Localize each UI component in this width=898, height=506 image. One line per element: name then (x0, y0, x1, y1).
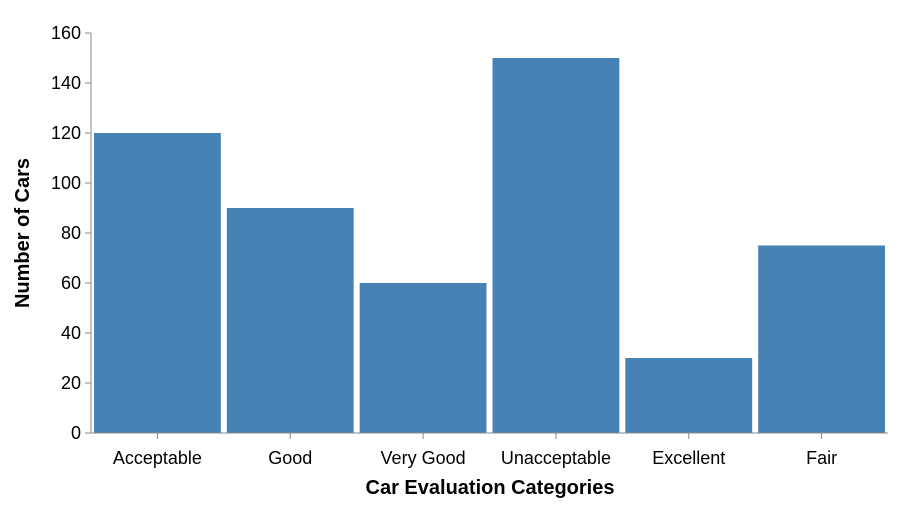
y-tick-label: 80 (61, 223, 81, 243)
y-axis: 0 20 40 60 80 100 120 140 160 (51, 23, 92, 443)
y-tick-label: 40 (61, 323, 81, 343)
y-tick-label: 120 (51, 123, 81, 143)
y-tick-label: 20 (61, 373, 81, 393)
bar-very-good (359, 283, 487, 433)
x-tick-label: Excellent (652, 448, 725, 468)
y-tick-label: 0 (71, 423, 81, 443)
bar-acceptable (94, 133, 221, 433)
bar-fair (758, 245, 885, 433)
y-tick-label: 60 (61, 273, 81, 293)
x-tick-label: Very Good (381, 448, 466, 468)
bar-unacceptable (492, 58, 620, 433)
x-tick-label: Fair (806, 448, 837, 468)
y-tick-label: 160 (51, 23, 81, 43)
x-axis: Acceptable Good Very Good Unacceptable Excel… (91, 432, 888, 468)
x-tick-label: Acceptable (113, 448, 202, 468)
x-tick-label: Unacceptable (501, 448, 611, 468)
bar-excellent (625, 358, 753, 433)
bars-layer (94, 58, 885, 433)
y-axis-title: Number of Cars (12, 158, 34, 308)
y-tick-label: 100 (51, 173, 81, 193)
x-tick-label: Good (268, 448, 312, 468)
x-axis-title: Car Evaluation Categories (366, 477, 615, 499)
y-tick-label: 140 (51, 73, 81, 93)
bar-good (226, 208, 354, 433)
